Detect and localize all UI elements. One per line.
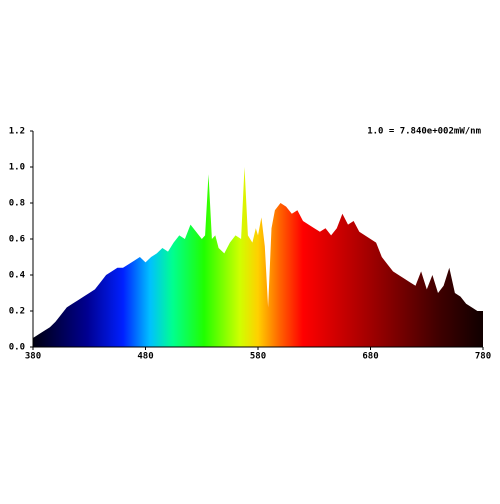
y-tick-label: 1.2 [9,127,25,137]
y-tick-label: 1.0 [9,163,25,173]
spectrum-area [33,167,483,347]
y-tick-label: 0.0 [9,343,25,353]
y-tick-label: 0.2 [9,307,25,317]
x-tick-label: 380 [25,352,41,362]
x-tick-label: 580 [250,352,266,362]
y-tick-label: 0.4 [9,271,26,281]
x-tick-label: 680 [362,352,378,362]
y-tick-label: 0.8 [9,199,25,209]
y-tick-label: 0.6 [9,235,25,245]
x-tick-label: 780 [475,352,491,362]
x-tick-label: 480 [137,352,153,362]
annotation: 1.0 = 7.840e+002mW/nm [367,127,481,137]
